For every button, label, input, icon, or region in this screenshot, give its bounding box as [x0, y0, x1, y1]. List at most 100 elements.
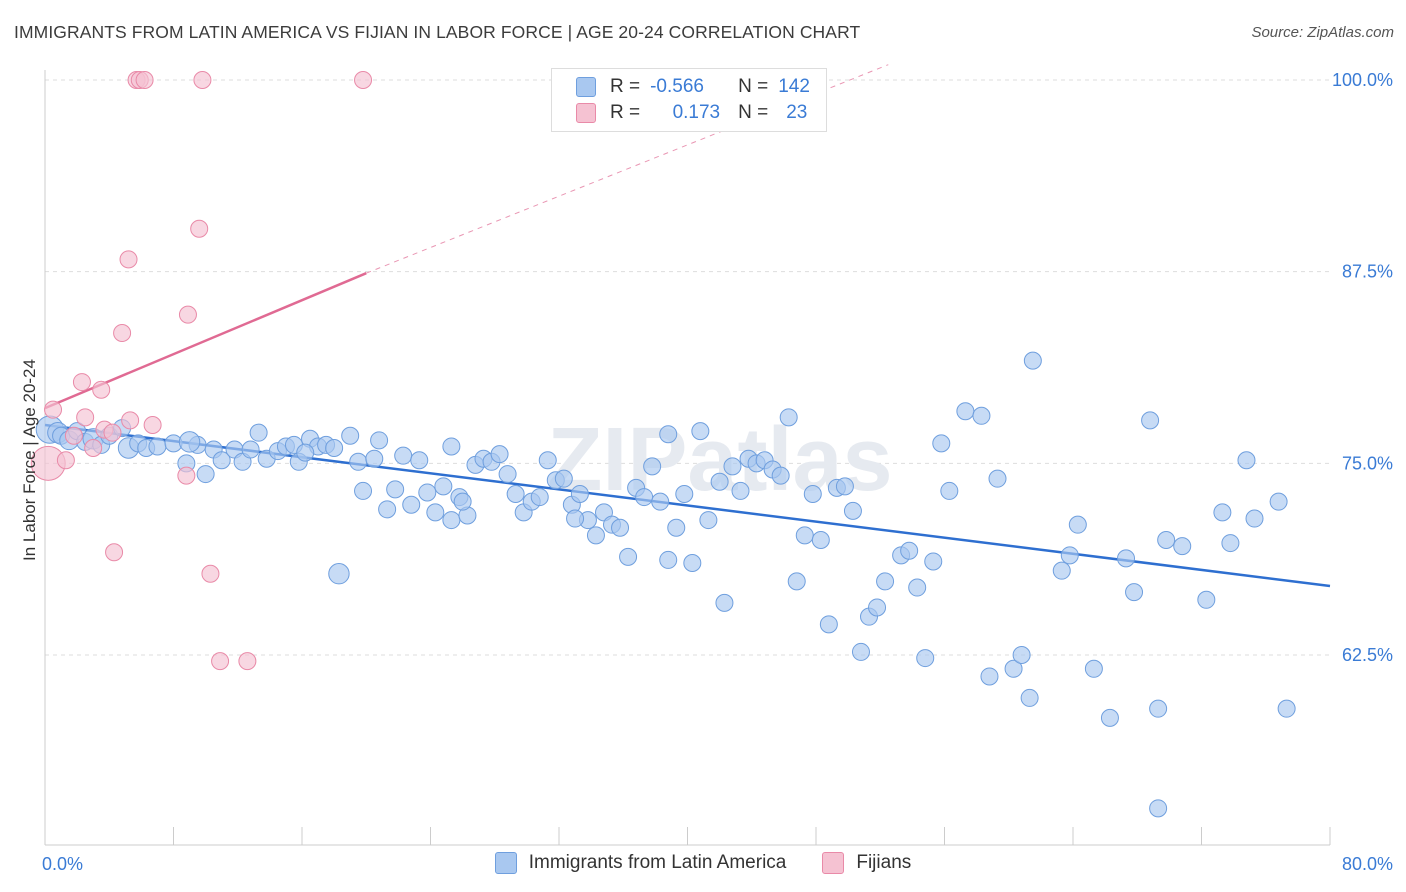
point-latin-america	[835, 477, 854, 496]
legend-swatch-blue	[576, 77, 596, 97]
point-latin-america	[659, 550, 678, 569]
chart-title: IMMIGRANTS FROM LATIN AMERICA VS FIJIAN …	[14, 22, 861, 42]
point-latin-america	[1157, 531, 1176, 549]
point-latin-america	[924, 552, 943, 571]
point-latin-america	[972, 406, 991, 425]
point-latin-america	[394, 446, 413, 465]
point-fijian	[44, 400, 63, 419]
point-latin-america	[699, 511, 718, 530]
point-fijian	[64, 426, 83, 445]
point-latin-america	[241, 440, 260, 459]
point-latin-america	[1023, 351, 1042, 370]
point-latin-america	[442, 437, 461, 456]
point-latin-america	[434, 477, 453, 496]
point-latin-america	[683, 554, 702, 572]
legend-item-fijians: Fijians	[822, 852, 911, 874]
legend-swatch-pink	[822, 852, 845, 874]
legend-label: Immigrants from Latin America	[528, 852, 787, 873]
point-latin-america	[506, 485, 525, 503]
point-latin-america	[868, 598, 887, 617]
point-latin-america	[940, 481, 959, 500]
point-latin-america	[442, 511, 461, 530]
point-latin-america	[178, 431, 201, 453]
trend-line-fijian-extension	[366, 64, 889, 274]
point-latin-america	[212, 451, 231, 470]
point-latin-america	[453, 492, 472, 511]
point-latin-america	[370, 431, 389, 450]
point-latin-america	[1004, 659, 1023, 678]
point-latin-america	[1100, 708, 1119, 727]
point-latin-america	[1060, 546, 1079, 565]
point-latin-america	[932, 434, 951, 453]
point-latin-america	[554, 469, 573, 488]
point-latin-america	[900, 541, 919, 560]
legend-n-value: 23	[786, 102, 808, 123]
point-latin-america	[643, 457, 662, 476]
point-latin-america	[779, 408, 798, 427]
y-tick-labels: 62.5% 75.0% 87.5% 100.0%	[1332, 70, 1393, 665]
point-latin-america	[538, 451, 557, 470]
point-latin-america	[980, 667, 999, 686]
y-axis-label: In Labor Force | Age 20-24	[20, 359, 39, 561]
point-fijian	[113, 324, 132, 342]
point-fijian	[92, 380, 111, 399]
point-latin-america	[916, 649, 935, 668]
point-latin-america	[1237, 451, 1256, 470]
point-latin-america	[1084, 659, 1103, 678]
point-fijian	[72, 373, 91, 392]
legend-row-latin-america: R = -0.566 N = 142	[576, 74, 810, 100]
point-latin-america	[1213, 503, 1232, 522]
legend-r-value: -0.566	[650, 76, 704, 97]
legend-r-label: R =	[610, 102, 641, 123]
point-latin-america	[490, 445, 509, 464]
point-latin-america	[1277, 699, 1296, 718]
point-latin-america	[1245, 509, 1264, 528]
legend-row-fijians: R = 0.173 N = 23	[576, 100, 807, 126]
point-latin-america	[402, 495, 421, 514]
point-fijian	[105, 543, 124, 562]
point-latin-america	[325, 439, 344, 457]
point-latin-america	[819, 615, 838, 634]
point-fijian	[201, 564, 220, 583]
point-latin-america	[771, 466, 790, 485]
point-latin-america	[843, 501, 862, 520]
y-tick-label: 75.0%	[1342, 453, 1393, 473]
point-fijian	[190, 219, 209, 238]
point-fijian	[354, 71, 373, 89]
point-latin-america	[635, 488, 654, 507]
y-tick-label: 62.5%	[1342, 645, 1393, 665]
point-fijian	[238, 652, 257, 671]
point-latin-america	[148, 437, 167, 456]
legend-n-label: N =	[738, 76, 769, 97]
x-tick-labels: 0.0% 80.0%	[42, 854, 1393, 874]
point-latin-america	[570, 485, 589, 503]
point-latin-america	[1052, 561, 1071, 580]
point-latin-america	[675, 485, 694, 503]
legend-swatch-blue	[494, 852, 517, 874]
point-latin-america	[1221, 534, 1240, 553]
point-fijian	[56, 451, 75, 470]
point-latin-america	[1068, 515, 1087, 534]
point-latin-america	[659, 425, 678, 444]
point-fijian	[76, 408, 95, 427]
point-fijian	[211, 652, 230, 671]
legend-n-label: N =	[738, 102, 769, 123]
point-latin-america	[1012, 646, 1031, 664]
point-latin-america	[566, 509, 585, 528]
point-latin-america	[988, 469, 1007, 488]
point-latin-america	[723, 457, 742, 476]
legend-r-label: R =	[610, 76, 641, 97]
point-latin-america	[196, 465, 215, 484]
legend-item-latin-america: Immigrants from Latin America	[494, 852, 787, 874]
y-tick-label: 100.0%	[1332, 70, 1393, 90]
point-latin-america	[876, 572, 895, 591]
point-latin-america	[1149, 699, 1168, 718]
point-latin-america	[426, 503, 445, 522]
point-latin-america	[378, 500, 397, 519]
point-latin-america	[1173, 537, 1192, 556]
point-latin-america	[1269, 492, 1288, 511]
point-latin-america	[908, 578, 927, 597]
correlation-legend: R = -0.566 N = 142 R = 0.173 N = 23	[551, 68, 827, 132]
point-latin-america	[667, 518, 686, 537]
point-latin-america	[354, 481, 373, 500]
